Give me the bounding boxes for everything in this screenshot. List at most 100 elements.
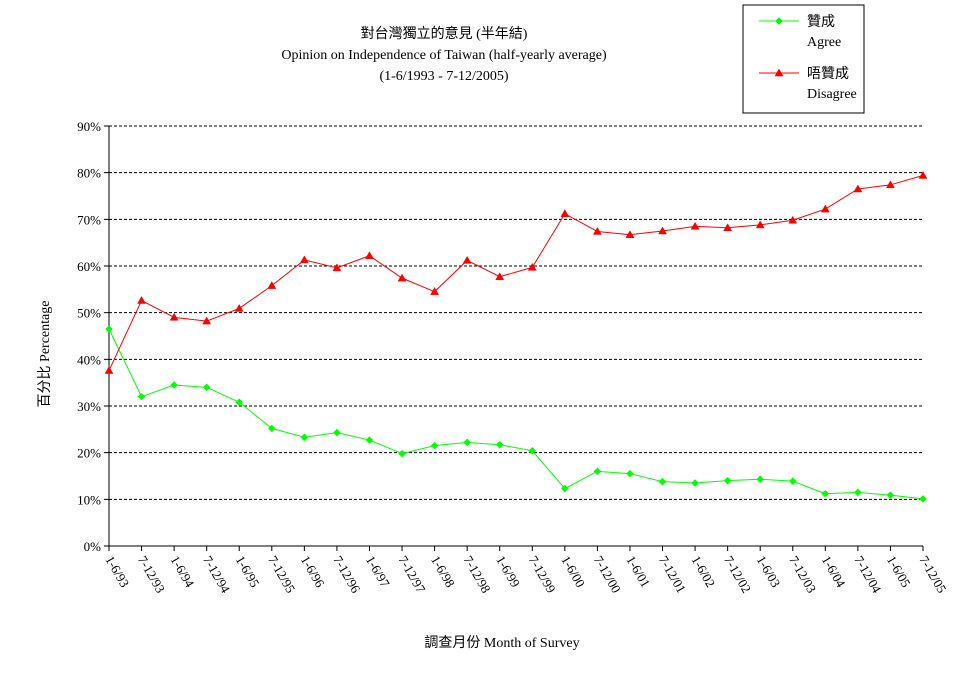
chart-date-range: (1-6/1993 - 7-12/2005): [379, 69, 508, 84]
x-tick-label: 1-6/95: [233, 553, 263, 590]
data-point-disagree: [625, 230, 635, 238]
legend: 贊成 Agree 唔贊成 Disagree: [742, 4, 865, 114]
x-tick-label: 1-6/98: [428, 553, 458, 590]
data-point-disagree: [169, 312, 179, 321]
x-tick-label: 7-12/03: [786, 553, 819, 596]
x-tick-label: 7-12/93: [135, 553, 168, 596]
legend-marker-agree: [775, 17, 783, 25]
chart-title: 對台灣獨立的意見 (半年結): [361, 25, 528, 42]
data-point-disagree: [104, 366, 114, 374]
legend-label-en-disagree: Disagree: [807, 87, 857, 102]
axes: [108, 126, 923, 547]
data-point-disagree: [886, 180, 895, 189]
chart-subtitle: Opinion on Independence of Taiwan (half-…: [281, 48, 607, 63]
x-tick-label: 7-12/02: [721, 553, 754, 596]
x-tick-label: 7-12/97: [395, 553, 428, 596]
y-tick-label: 80%: [77, 166, 101, 181]
data-point-agree: [919, 495, 927, 503]
x-tick-label: 1-6/99: [493, 553, 523, 590]
chart-title-group: 對台灣獨立的意見 (半年結) Opinion on Independence o…: [281, 25, 607, 84]
series-agree: [105, 325, 927, 503]
data-point-agree: [267, 424, 276, 433]
data-point-disagree: [462, 255, 472, 264]
legend-box: [742, 4, 865, 114]
data-point-disagree: [202, 316, 212, 325]
data-point-agree: [333, 428, 341, 437]
data-point-disagree: [853, 184, 863, 193]
data-point-disagree: [788, 215, 798, 224]
series-line-agree: [108, 328, 924, 500]
x-tick-label: 7-12/96: [330, 553, 363, 596]
data-point-agree: [756, 475, 765, 484]
data-point-agree: [137, 392, 146, 401]
legend-items: 贊成 Agree 唔贊成 Disagree: [759, 14, 857, 102]
data-point-disagree: [527, 262, 537, 271]
data-point-agree: [495, 440, 504, 449]
data-point-disagree: [332, 263, 342, 272]
y-tick-label: 40%: [77, 352, 101, 367]
data-point-disagree: [658, 226, 667, 235]
x-tick-label: 1-6/96: [298, 553, 328, 590]
data-point-agree: [463, 438, 472, 447]
data-point-disagree: [755, 220, 765, 229]
legend-label-en-agree: Agree: [807, 35, 841, 50]
data-point-disagree: [234, 303, 244, 312]
legend-marker-disagree: [774, 68, 784, 77]
data-point-agree: [658, 477, 667, 486]
x-tick-label: 7-12/04: [851, 553, 884, 596]
data-point-disagree: [820, 204, 830, 213]
gridlines: [109, 125, 923, 500]
x-tick-label: 7-12/99: [526, 553, 559, 596]
x-tick-label: 1-6/04: [819, 553, 849, 590]
y-tick-label: 0%: [84, 539, 102, 554]
data-point-disagree: [495, 272, 505, 280]
data-point-agree: [528, 446, 537, 455]
data-point-agree: [626, 469, 634, 478]
x-tick-label: 1-6/05: [884, 553, 914, 590]
data-point-disagree: [365, 251, 374, 259]
x-tick-label: 1-6/00: [558, 553, 588, 590]
series-line-disagree: [108, 174, 924, 371]
data-point-agree: [560, 484, 569, 493]
data-point-agree: [365, 436, 374, 444]
data-point-agree: [723, 476, 732, 485]
data-point-disagree: [430, 287, 440, 295]
data-point-agree: [235, 398, 244, 407]
data-point-disagree: [560, 209, 570, 217]
data-point-disagree: [267, 281, 277, 289]
data-point-disagree: [918, 170, 928, 179]
x-tick-label: 1-6/94: [168, 553, 198, 590]
data-point-agree: [202, 383, 211, 392]
legend-label-agree: 贊成: [807, 14, 835, 30]
y-tick-label: 90%: [77, 119, 101, 134]
data-point-disagree: [397, 273, 407, 282]
data-point-agree: [788, 477, 797, 485]
y-axis-title: 百分比 Percentage: [37, 301, 53, 408]
x-tick-label: 1-6/01: [623, 553, 653, 590]
data-point-disagree: [690, 221, 700, 230]
data-point-agree: [854, 488, 862, 497]
data-point-agree: [593, 467, 602, 476]
x-tick-label: 1-6/02: [688, 553, 718, 590]
data-point-agree: [430, 441, 439, 450]
x-tick-label: 1-6/97: [363, 553, 393, 590]
x-tick-label: 1-6/93: [102, 553, 132, 590]
x-tick-label: 7-12/01: [656, 553, 689, 596]
y-axis-ticks: 0% 10% 20% 30% 40% 50% 60% 70% 80% 90%: [77, 119, 109, 554]
data-point-disagree: [592, 226, 602, 235]
data-point-agree: [170, 381, 178, 389]
x-axis-title: 調查月份 Month of Survey: [424, 635, 579, 651]
y-tick-label: 70%: [77, 212, 101, 227]
x-tick-label: 7-12/95: [265, 553, 298, 596]
data-point-disagree: [137, 296, 146, 304]
x-tick-label: 7-12/98: [461, 553, 494, 596]
y-tick-label: 60%: [77, 259, 101, 274]
data-point-agree: [691, 479, 699, 487]
series-disagree: [104, 170, 928, 374]
x-axis-ticks: 1-6/93 7-12/93 1-6/94 7-12/94 1-6/95 7-12/95 1…: [102, 546, 950, 596]
y-tick-label: 30%: [77, 399, 101, 414]
y-tick-label: 50%: [77, 306, 101, 321]
y-tick-label: 10%: [77, 492, 101, 507]
data-point-agree: [398, 449, 406, 458]
